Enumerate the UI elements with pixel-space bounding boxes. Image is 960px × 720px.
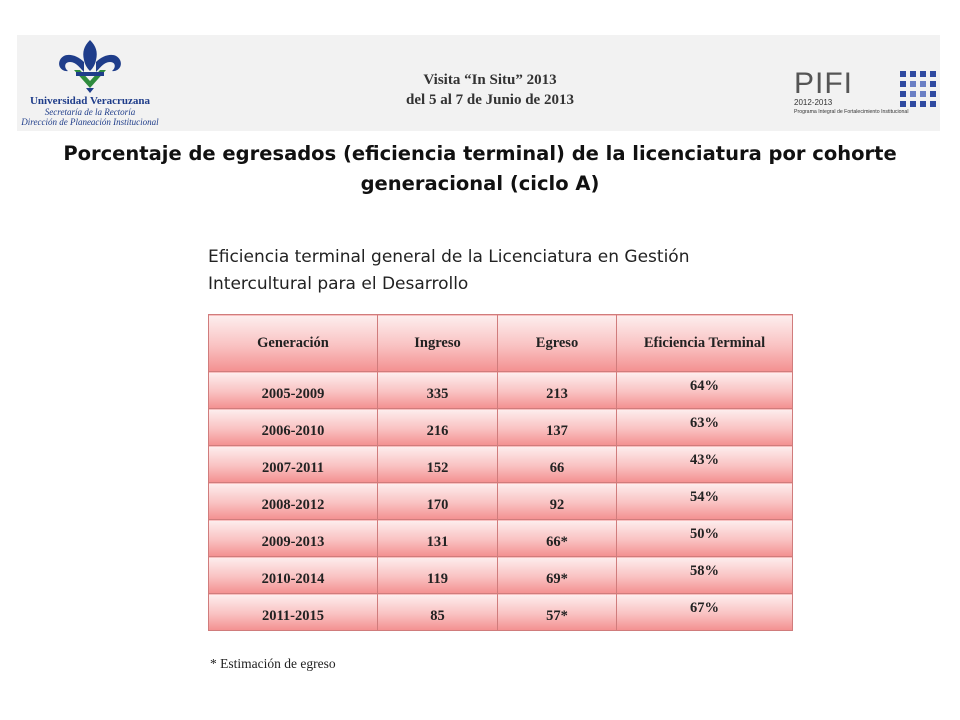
page-title: Porcentaje de egresados (eficiencia term…: [63, 142, 897, 195]
cell-ingreso: 131: [377, 519, 498, 557]
cell-egreso: 66: [497, 445, 617, 483]
cell-generacion: 2005-2009: [208, 371, 378, 409]
cell-generacion: 2008-2012: [208, 482, 378, 520]
footnote: * Estimación de egreso: [210, 656, 336, 671]
cell-eficiencia: 50%: [616, 519, 793, 557]
cell-generacion: 2010-2014: [208, 556, 378, 594]
efficiency-table: Generación Ingreso Egreso Eficiencia Ter…: [208, 314, 793, 631]
cell-generacion: 2011-2015: [208, 593, 378, 631]
cell-ingreso: 152: [377, 445, 498, 483]
university-secretaria: Secretaría de la Rectoría: [44, 107, 136, 117]
visit-header: Visita “In Situ” 2013 del 5 al 7 de Juni…: [300, 70, 680, 110]
visit-dates: del 5 al 7 de Junio de 2013: [406, 92, 574, 108]
cell-ingreso: 85: [377, 593, 498, 631]
visit-title: Visita “In Situ” 2013: [423, 72, 557, 88]
table-row: 2011-2015 85 57* 67%: [208, 593, 793, 631]
table-header-row: Generación Ingreso Egreso Eficiencia Ter…: [208, 314, 793, 372]
cell-ingreso: 335: [377, 371, 498, 409]
cell-eficiencia: 64%: [616, 371, 793, 409]
cell-egreso: 57*: [497, 593, 617, 631]
col-header-eficiencia: Eficiencia Terminal: [616, 314, 793, 372]
table-row: 2009-2013 131 66* 50%: [208, 519, 793, 557]
cell-eficiencia: 63%: [616, 408, 793, 446]
cell-eficiencia: 67%: [616, 593, 793, 631]
cell-ingreso: 216: [377, 408, 498, 446]
cell-generacion: 2007-2011: [208, 445, 378, 483]
table-row: 2007-2011 152 66 43%: [208, 445, 793, 483]
table-row: 2005-2009 335 213 64%: [208, 371, 793, 409]
cell-eficiencia: 43%: [616, 445, 793, 483]
cell-egreso: 137: [497, 408, 617, 446]
cell-ingreso: 119: [377, 556, 498, 594]
cell-egreso: 66*: [497, 519, 617, 557]
table-caption-line1: Eficiencia terminal general de la Licenc…: [208, 247, 690, 267]
table-caption: Eficiencia terminal general de la Licenc…: [208, 244, 808, 298]
header-band: [17, 35, 940, 131]
pifi-logo: PIFI 2012-2013 Programa Integral de Fort…: [788, 68, 940, 120]
cell-egreso: 92: [497, 482, 617, 520]
pifi-program: Programa Integral de Fortalecimiento Ins…: [794, 109, 909, 115]
university-name: Universidad Veracruzana: [29, 95, 151, 107]
table-row: 2008-2012 170 92 54%: [208, 482, 793, 520]
cell-egreso: 69*: [497, 556, 617, 594]
table-row: 2006-2010 216 137 63%: [208, 408, 793, 446]
cell-eficiencia: 58%: [616, 556, 793, 594]
table-caption-line2: Intercultural para el Desarrollo: [208, 274, 469, 294]
col-header-ingreso: Ingreso: [377, 314, 498, 372]
university-direccion: Dirección de Planeación Institucional: [21, 117, 159, 127]
university-logo: Universidad Veracruzana Secretaría de la…: [20, 38, 160, 130]
cell-egreso: 213: [497, 371, 617, 409]
fleur-de-lis-icon: [59, 40, 121, 93]
pifi-years: 2012-2013: [794, 98, 833, 107]
col-header-generacion: Generación: [208, 314, 378, 372]
cell-ingreso: 170: [377, 482, 498, 520]
cell-generacion: 2006-2010: [208, 408, 378, 446]
table-row: 2010-2014 119 69* 58%: [208, 556, 793, 594]
cell-generacion: 2009-2013: [208, 519, 378, 557]
pifi-grid-icon: [900, 71, 936, 107]
col-header-egreso: Egreso: [497, 314, 617, 372]
pifi-wordmark: PIFI: [794, 67, 854, 100]
cell-eficiencia: 54%: [616, 482, 793, 520]
